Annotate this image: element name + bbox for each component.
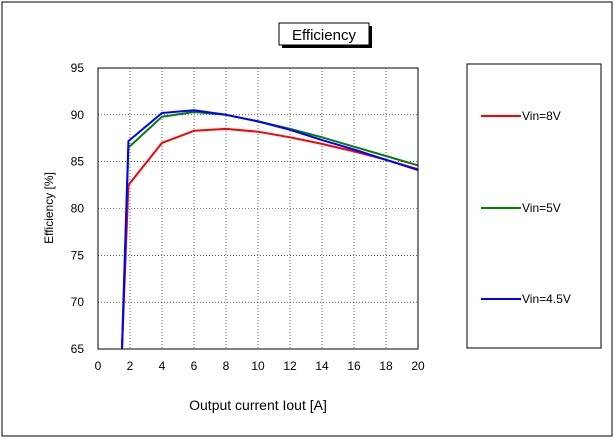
y-tick-label: 80 xyxy=(71,202,85,216)
chart-title: Efficiency xyxy=(292,27,356,44)
x-tick-label: 18 xyxy=(379,359,393,373)
x-tick-label: 10 xyxy=(251,359,265,373)
x-axis-label: Output current Iout [A] xyxy=(189,397,327,413)
x-tick-label: 0 xyxy=(95,359,102,373)
plot-border xyxy=(97,67,419,350)
x-tick-label: 12 xyxy=(283,359,297,373)
legend-label-vin-5v: Vin=5V xyxy=(522,201,561,215)
legend: Vin=8V Vin=5V Vin=4.5V xyxy=(481,109,571,306)
series-line-vin-4-5v xyxy=(121,109,419,350)
legend-box xyxy=(466,63,602,349)
grid-lines xyxy=(98,68,418,349)
y-tick-label: 65 xyxy=(71,342,85,356)
y-tick-label: 95 xyxy=(71,61,85,75)
legend-label-vin-8v: Vin=8V xyxy=(522,109,561,123)
y-tick-label: 90 xyxy=(71,108,85,122)
x-tick-label: 14 xyxy=(315,359,329,373)
y-tick-labels: 65 70 75 80 85 90 95 xyxy=(71,61,85,356)
y-tick-label: 85 xyxy=(71,155,85,169)
title-box xyxy=(278,22,370,46)
x-tick-labels: 0 2 4 6 8 10 12 14 16 18 20 xyxy=(95,359,425,373)
x-tick-label: 6 xyxy=(191,359,198,373)
x-tick-label: 8 xyxy=(223,359,230,373)
x-tick-label: 20 xyxy=(411,359,425,373)
x-tick-label: 4 xyxy=(159,359,166,373)
series-lines xyxy=(121,109,419,350)
x-tick-label: 16 xyxy=(347,359,361,373)
legend-label-vin-4-5v: Vin=4.5V xyxy=(522,292,571,306)
x-tick-label: 2 xyxy=(127,359,134,373)
series-line-vin-8v xyxy=(121,127,419,350)
y-tick-label: 75 xyxy=(71,248,85,262)
y-tick-label: 70 xyxy=(71,295,85,309)
y-axis-label: Efficiency [%] xyxy=(42,172,56,244)
